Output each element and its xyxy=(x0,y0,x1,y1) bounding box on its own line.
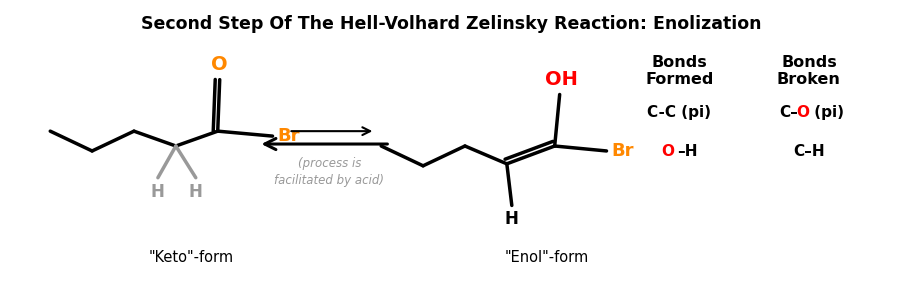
Text: Br: Br xyxy=(278,127,300,145)
Text: OH: OH xyxy=(545,70,578,88)
Text: H: H xyxy=(505,211,519,228)
Text: "Enol"-form: "Enol"-form xyxy=(504,250,589,265)
Text: O: O xyxy=(796,105,809,120)
Text: H: H xyxy=(151,183,165,201)
Text: Second Step Of The Hell-Volhard Zelinsky Reaction: Enolization: Second Step Of The Hell-Volhard Zelinsky… xyxy=(141,15,761,33)
Text: C–: C– xyxy=(779,105,798,120)
Text: Bonds
Formed: Bonds Formed xyxy=(645,55,713,87)
Text: O: O xyxy=(211,55,228,74)
Text: C-C (pi): C-C (pi) xyxy=(648,105,712,120)
Text: C–H: C–H xyxy=(793,144,824,159)
Text: Bonds
Broken: Bonds Broken xyxy=(777,55,841,87)
Text: O: O xyxy=(661,144,675,159)
Text: (pi): (pi) xyxy=(809,105,844,120)
Text: (process is
facilitated by acid): (process is facilitated by acid) xyxy=(274,157,384,187)
Text: –H: –H xyxy=(677,144,698,159)
Text: "Keto"-form: "Keto"-form xyxy=(148,250,234,265)
Text: Br: Br xyxy=(612,142,634,160)
Text: H: H xyxy=(189,183,203,201)
